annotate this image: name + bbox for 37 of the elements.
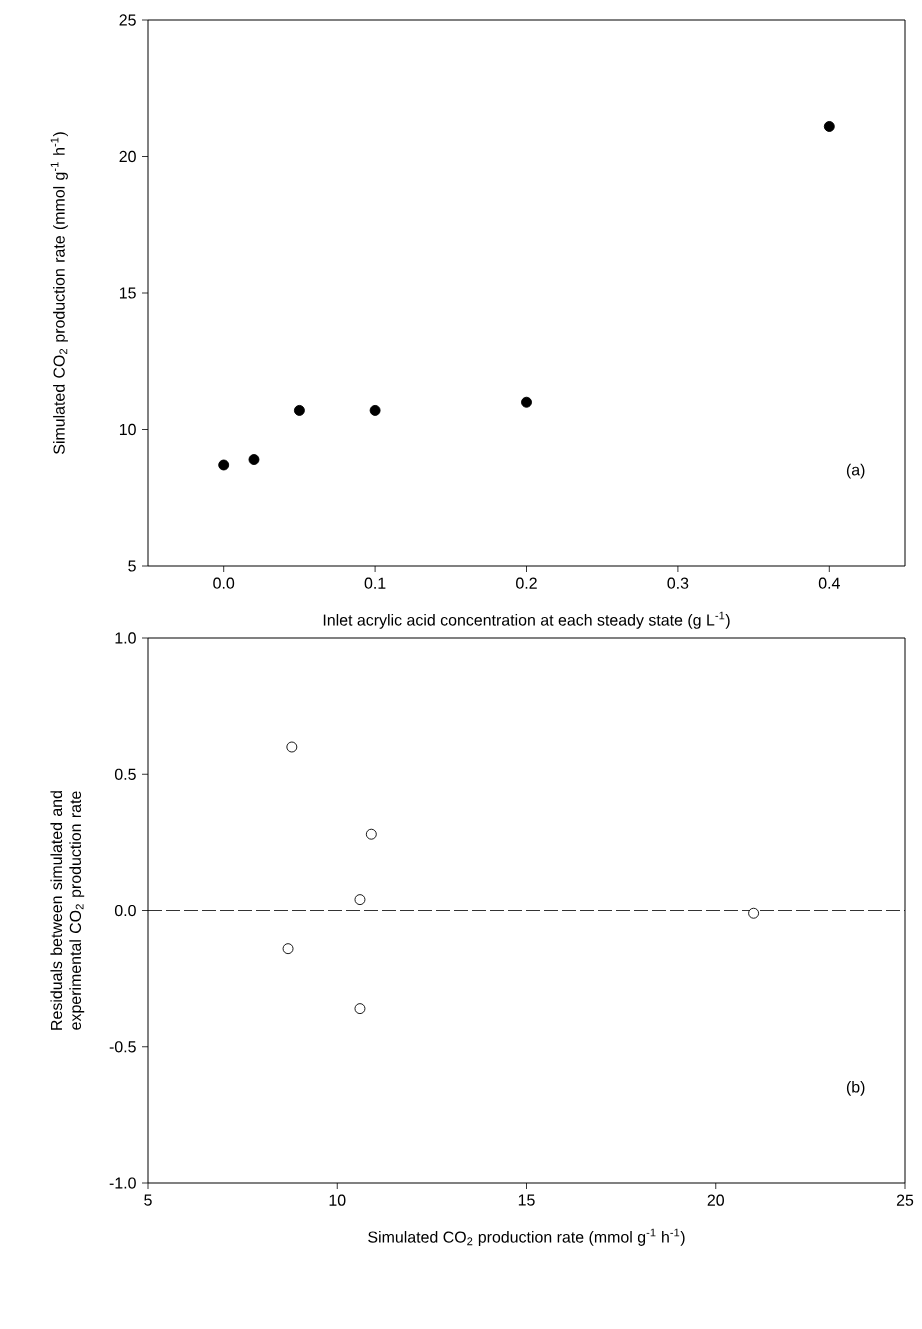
x-tick-label: 0.3: [667, 577, 689, 589]
x-axis-title: Inlet acrylic acid concentration at each steady state (g L$^{-1}$): [323, 611, 730, 629]
point: [354, 1003, 366, 1015]
y-tick-label: 15: [119, 287, 136, 299]
y-tick-label: 20: [119, 150, 136, 163]
point: [369, 404, 381, 416]
y-tick-label: 0.0: [114, 904, 136, 917]
x-tick-label: 0.2: [516, 577, 537, 589]
point: [293, 404, 305, 416]
y-tick-label: -1.0: [109, 1177, 136, 1189]
x-tick-label: 20: [707, 1194, 724, 1206]
point: [248, 454, 260, 465]
x-tick-label: 0.1: [364, 577, 386, 589]
y-tick-label: 25: [119, 14, 136, 26]
y-axis-title: Simulated CO$_{2}$ production rate (mmol g$^{-1}$ h$^{-1}$): [50, 132, 68, 454]
y-tick-label: 10: [119, 423, 136, 436]
point: [282, 943, 294, 955]
x-tick-label: 25: [896, 1194, 914, 1206]
y-tick-label: 0.5: [114, 768, 136, 780]
x-tick-label: 0.0: [213, 577, 235, 589]
point: [218, 459, 230, 471]
annotation: (a): [846, 463, 865, 479]
y-tick-label: -0.5: [109, 1041, 136, 1053]
point: [748, 907, 760, 919]
x-tick-label: 0.4: [818, 577, 840, 589]
y-tick-label: 1.0: [115, 632, 136, 644]
point: [521, 396, 532, 408]
x-axis-title: Simulated CO$_{2}$ production rate (mmol g$^{-1}$ h$^{-1}$): [368, 1228, 685, 1246]
y-tick-label: 5: [128, 560, 136, 572]
point: [286, 741, 298, 753]
point: [823, 121, 835, 132]
annotation: (b): [846, 1080, 865, 1096]
x-tick-label: 10: [329, 1194, 346, 1206]
x-tick-label: 5: [144, 1194, 152, 1206]
point: [354, 894, 366, 906]
x-tick-label: 15: [518, 1194, 535, 1206]
point: [365, 828, 377, 840]
